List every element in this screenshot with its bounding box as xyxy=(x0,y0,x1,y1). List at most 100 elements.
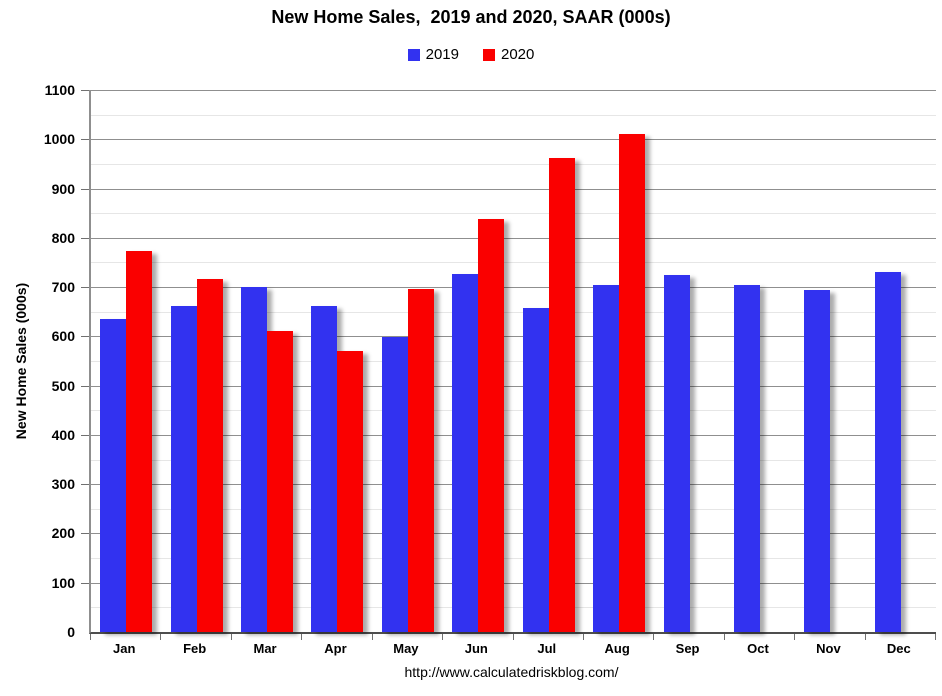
x-axis-label-aug: Aug xyxy=(604,641,630,656)
minor-gridline xyxy=(91,361,936,362)
y-axis-title: New Home Sales (000s) xyxy=(13,282,29,440)
bar-2019-dec xyxy=(874,272,901,632)
y-tick xyxy=(81,385,89,387)
x-tick xyxy=(935,634,936,640)
bar-pair xyxy=(593,90,646,632)
major-gridline xyxy=(91,582,936,584)
bar-pair xyxy=(381,90,434,632)
bar-2019-oct xyxy=(734,284,760,632)
major-gridline xyxy=(91,484,936,486)
legend-item-2020: 2020 xyxy=(483,46,534,63)
bar-2019-aug xyxy=(593,284,620,632)
x-axis-label-jun: Jun xyxy=(464,641,488,656)
x-tick xyxy=(512,634,514,640)
y-tick-label: 500 xyxy=(51,377,75,394)
plot-area: 0 100 200 300 400 500 600 700 800 900 1000 1100 xyxy=(44,82,936,640)
bar-group-feb xyxy=(161,90,231,632)
x-tick xyxy=(230,634,232,640)
bar-pair xyxy=(804,90,856,632)
x-axis-label-feb: Feb xyxy=(183,641,207,656)
minor-gridline xyxy=(91,163,936,165)
bar-pair xyxy=(663,90,716,632)
bar-2019-may xyxy=(381,337,408,632)
y-tick xyxy=(81,336,89,338)
x-axis-label-apr: Apr xyxy=(324,641,347,656)
x-axis-label-dec: Dec xyxy=(886,641,911,656)
x-tick xyxy=(864,634,866,640)
x-axis-label-sep: Sep xyxy=(675,641,700,656)
legend: 2019 2020 xyxy=(0,46,942,63)
x-tick xyxy=(301,634,303,640)
chart-title: New Home Sales, 2019 and 2020, SAAR (000… xyxy=(271,7,671,27)
y-tick xyxy=(81,188,89,190)
y-tick xyxy=(81,90,89,91)
x-axis-label-mar: Mar xyxy=(253,641,277,656)
bar-group-aug xyxy=(584,90,654,632)
bar-2019-jan xyxy=(100,318,127,632)
y-tick-label: 1100 xyxy=(44,82,75,98)
bar-pair xyxy=(100,90,153,632)
x-axis-label-jan: Jan xyxy=(113,641,136,656)
bar-pair xyxy=(522,90,575,632)
bar-2020-jun xyxy=(478,218,505,632)
x-axis-label-nov: Nov xyxy=(816,641,841,656)
minor-gridline xyxy=(91,410,936,412)
legend-item-2019: 2019 xyxy=(407,46,459,63)
bar-group-mar xyxy=(232,90,302,632)
x-tick xyxy=(723,634,725,640)
x-axis-label-may: May xyxy=(393,641,419,656)
y-tick xyxy=(81,484,89,486)
x-axis-label-jul: Jul xyxy=(537,641,557,656)
bar-pair xyxy=(170,90,223,632)
y-tick xyxy=(81,582,89,584)
bar-2020-may xyxy=(407,288,434,632)
bar-2019-sep xyxy=(663,274,690,632)
y-tick-label: 600 xyxy=(51,328,75,345)
y-tick-label: 900 xyxy=(51,180,75,197)
bar-2019-jun xyxy=(452,274,479,632)
major-gridline xyxy=(91,237,936,239)
x-tick xyxy=(160,634,162,640)
bar-pair xyxy=(311,90,364,632)
y-tick xyxy=(81,287,89,289)
legend-label: 2020 xyxy=(501,46,535,63)
y-tick-label: 800 xyxy=(51,229,75,246)
bar-2020-jul xyxy=(548,158,575,632)
bar-pair xyxy=(452,90,505,632)
y-tick-label: 0 xyxy=(67,624,75,640)
footer-url: http://www.calculatedriskblog.com/ xyxy=(404,664,619,680)
bar-2020-feb xyxy=(196,279,223,632)
minor-gridline xyxy=(91,262,936,264)
major-gridline xyxy=(91,385,936,387)
bar-group-sep xyxy=(654,90,724,632)
major-gridline xyxy=(91,90,936,91)
x-tick xyxy=(90,634,91,640)
minor-gridline xyxy=(91,607,936,609)
x-tick xyxy=(582,634,584,640)
bar-group-oct xyxy=(725,90,795,632)
major-gridline xyxy=(91,188,936,190)
bar-2020-jan xyxy=(126,251,153,632)
x-axis-label-oct: Oct xyxy=(747,641,769,656)
y-tick-label: 200 xyxy=(51,525,75,542)
bar-group-jul xyxy=(514,90,584,632)
x-axis-labels: Jan Feb Mar Apr May Jun Jul Aug Sep Oct Nov Dec xyxy=(89,641,934,656)
bar-2019-feb xyxy=(170,305,197,632)
x-tick xyxy=(794,634,796,640)
bar-group-apr xyxy=(302,90,372,632)
bar-group-dec xyxy=(866,90,936,632)
bar-2019-apr xyxy=(311,305,338,632)
x-tick xyxy=(653,634,655,640)
legend-swatch-2020-icon xyxy=(483,48,495,61)
x-tick xyxy=(371,634,373,640)
legend-label: 2019 xyxy=(425,46,459,63)
x-tick xyxy=(442,634,444,640)
major-gridline xyxy=(91,139,936,141)
y-tick xyxy=(81,434,89,436)
y-tick-label: 300 xyxy=(51,476,75,493)
minor-gridline xyxy=(91,508,936,510)
bar-group-jun xyxy=(443,90,513,632)
minor-gridline xyxy=(91,114,936,116)
major-gridline xyxy=(91,434,936,436)
bar-pair xyxy=(241,90,294,632)
